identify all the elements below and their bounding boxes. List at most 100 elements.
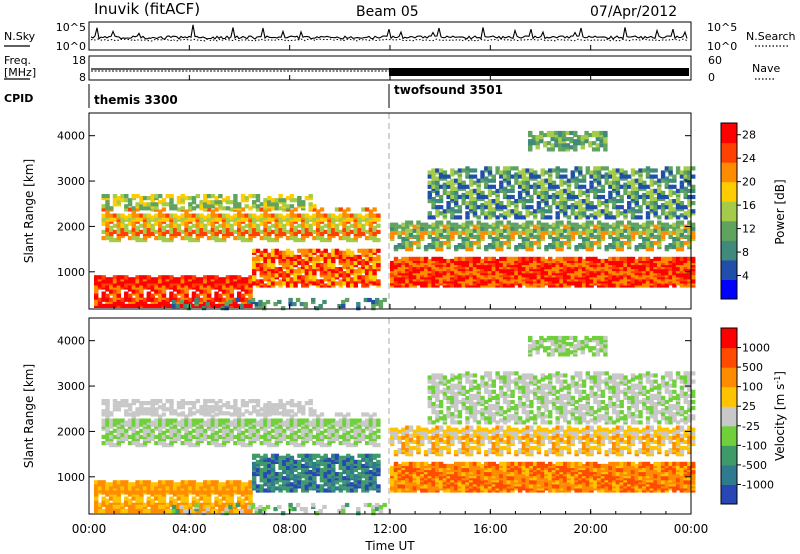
power-cell xyxy=(457,243,463,248)
power-cell xyxy=(499,277,504,282)
power-cell xyxy=(435,247,440,252)
power-cell xyxy=(495,166,500,171)
power-cell xyxy=(323,223,328,228)
power-cell xyxy=(285,196,291,201)
power-cell xyxy=(535,141,540,146)
power-cell xyxy=(619,271,624,276)
power-cell xyxy=(180,217,185,222)
power-cell xyxy=(559,182,564,187)
power-cell xyxy=(240,198,246,203)
velocity-cell xyxy=(124,420,129,425)
power-cell xyxy=(521,230,527,235)
power-cell xyxy=(559,279,564,284)
power-cell xyxy=(683,215,688,220)
power-cell xyxy=(267,252,272,257)
power-cell xyxy=(105,209,110,214)
power-cell xyxy=(205,302,210,307)
power-cell xyxy=(573,139,578,144)
power-cell xyxy=(619,194,624,200)
power-cell xyxy=(619,220,624,225)
power-cell xyxy=(184,227,189,232)
power-cell xyxy=(461,283,466,288)
power-cell xyxy=(327,281,332,286)
power-cell xyxy=(210,204,216,209)
power-cell xyxy=(293,207,298,212)
power-cell xyxy=(308,223,313,228)
power-cell xyxy=(570,256,575,261)
power-cell xyxy=(259,229,264,234)
velocity-cell xyxy=(105,414,110,419)
power-cell xyxy=(484,211,489,216)
power-cell xyxy=(139,223,144,228)
power-cell xyxy=(176,285,182,290)
power-cell xyxy=(604,199,609,204)
velocity-cell xyxy=(327,463,332,469)
velocity-cell xyxy=(191,496,197,501)
power-cell xyxy=(649,232,654,237)
power-cell xyxy=(551,180,557,185)
power-cell xyxy=(229,217,234,222)
power-cell xyxy=(173,277,178,282)
power-cell xyxy=(252,275,257,280)
power-cell xyxy=(634,222,639,227)
power-cell xyxy=(476,277,481,282)
power-cell xyxy=(282,207,287,212)
power-cell xyxy=(578,211,583,216)
power-cell xyxy=(569,145,574,150)
power-cell xyxy=(229,223,234,228)
power-cell xyxy=(124,223,129,228)
power-cell xyxy=(161,238,167,243)
power-cell xyxy=(679,283,685,288)
power-cell xyxy=(237,236,242,241)
power-cell xyxy=(221,223,227,228)
freq-right-tick-top: 60 xyxy=(708,54,722,67)
velocity-cell xyxy=(301,480,306,485)
power-cell xyxy=(608,230,613,235)
power-cell xyxy=(203,231,208,237)
power-cell xyxy=(691,194,696,200)
power-cell xyxy=(199,219,204,224)
power-cell xyxy=(105,206,110,211)
velocity-cell xyxy=(293,459,298,464)
power-cell xyxy=(653,196,658,202)
power-cell xyxy=(420,256,425,261)
power-cell xyxy=(349,229,355,234)
power-cell xyxy=(199,297,204,302)
power-cell xyxy=(578,192,583,198)
power-cell xyxy=(623,256,628,261)
power-cell xyxy=(502,273,508,278)
power-cell xyxy=(604,209,609,214)
power-cell xyxy=(361,248,366,253)
power-cell xyxy=(248,293,253,298)
power-cell xyxy=(664,166,670,171)
power-cell xyxy=(342,254,347,259)
velocity-cell xyxy=(237,488,242,493)
power-cell xyxy=(589,220,594,225)
power-cell xyxy=(184,196,189,201)
power-cell xyxy=(431,283,436,288)
power-cell xyxy=(361,215,366,220)
power-cell xyxy=(645,184,651,189)
power-cell xyxy=(623,277,628,282)
power-cell xyxy=(657,279,662,284)
power-cell xyxy=(438,256,444,261)
power-cell xyxy=(438,243,444,248)
power-cell xyxy=(561,130,567,136)
power-cell xyxy=(548,256,553,261)
power-cell xyxy=(679,205,685,210)
power-colorbar-segment xyxy=(721,201,737,222)
power-cell xyxy=(248,194,253,199)
power-cell xyxy=(435,267,440,272)
power-cell xyxy=(131,194,136,199)
power-cell xyxy=(551,230,557,235)
velocity-cell xyxy=(372,480,377,485)
power-cell xyxy=(176,200,182,205)
power-cell xyxy=(638,194,643,200)
power-cell xyxy=(244,229,249,234)
power-cell xyxy=(116,227,121,232)
velocity-cell xyxy=(154,482,159,487)
power-cell xyxy=(679,247,685,252)
power-cell xyxy=(653,201,658,206)
power-cell xyxy=(623,182,628,187)
power-cell xyxy=(525,180,530,185)
